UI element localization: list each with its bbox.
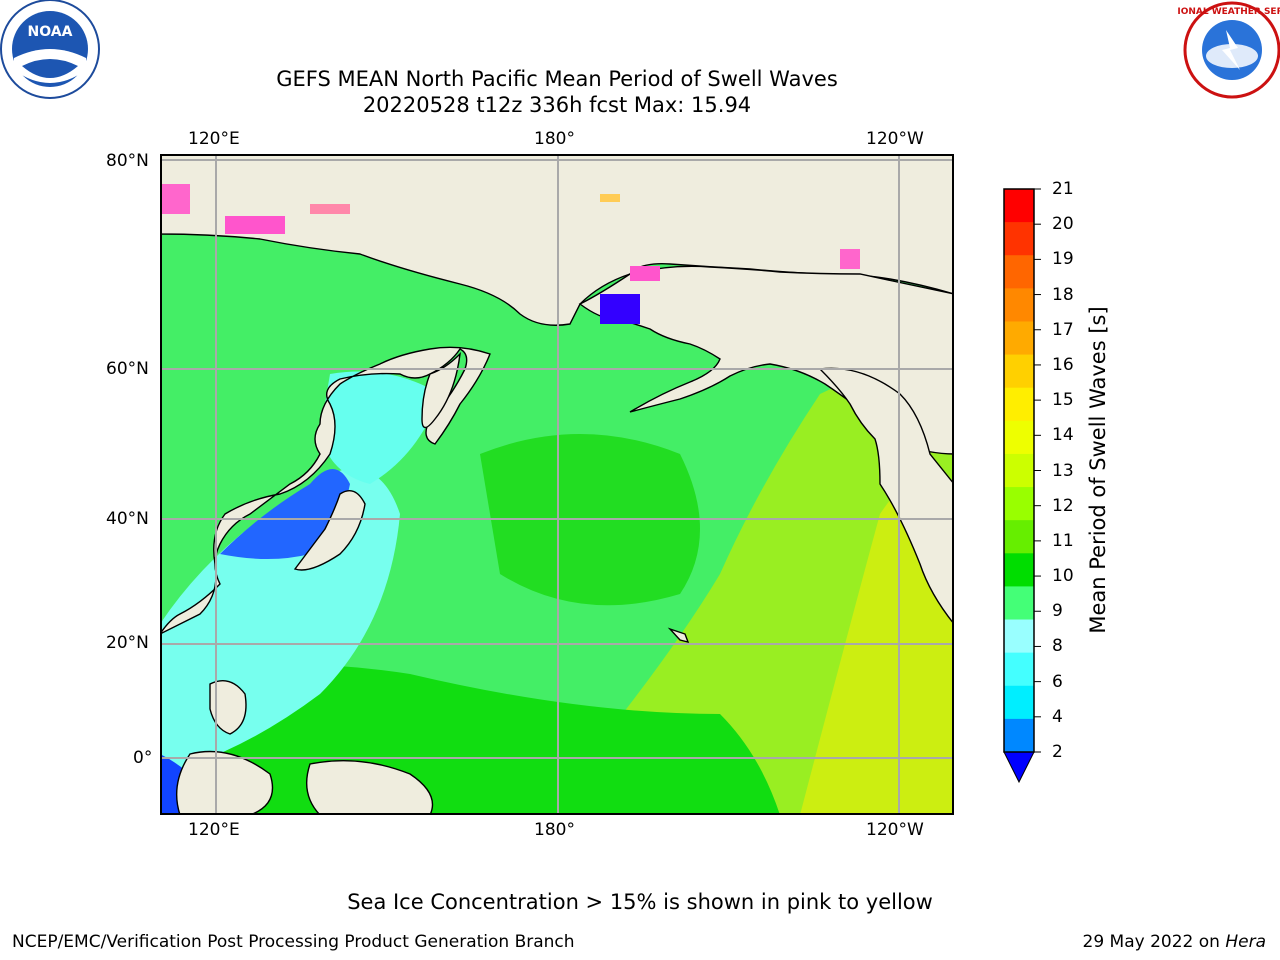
lon-label-bottom-120e: 120°E xyxy=(188,820,240,840)
land-borneo xyxy=(175,750,274,815)
lat-label-20n: 20°N xyxy=(106,633,149,653)
land-new-guinea xyxy=(306,759,434,815)
colorbar-swatch xyxy=(1004,520,1034,554)
colorbar-tick-label: 6 xyxy=(1052,671,1063,692)
colorbar-tick-label: 10 xyxy=(1052,566,1074,587)
land-asia xyxy=(160,234,491,636)
land-hawaii xyxy=(667,627,690,644)
colorbar-tick-label: 17 xyxy=(1052,319,1074,340)
colorbar-tick-marks xyxy=(1034,188,1041,753)
colorbar-swatch xyxy=(1004,685,1034,720)
nws-logo: NATIONAL WEATHER SERVICE xyxy=(1178,1,1280,99)
colorbar-swatch xyxy=(1004,354,1034,389)
lon-label-bottom-180: 180° xyxy=(534,820,575,840)
lat-label-60n: 60°N xyxy=(106,359,149,379)
colorbar-tick-label: 12 xyxy=(1052,495,1074,516)
colorbar-tick-label: 15 xyxy=(1052,390,1074,411)
footer-date: 29 May 2022 on Hera xyxy=(1083,932,1267,952)
colorbar-extend-triangle xyxy=(1003,751,1035,784)
sea-ice-patch xyxy=(225,216,285,234)
lon-label-bottom-120w: 120°W xyxy=(866,820,924,840)
colorbar-tick-label: 14 xyxy=(1052,425,1074,446)
footer-host: Hera xyxy=(1225,932,1266,952)
sea-ice-patch xyxy=(600,294,640,324)
colorbar-swatch xyxy=(1004,420,1034,455)
footer-branch: NCEP/EMC/Verification Post Processing Pr… xyxy=(12,932,575,952)
graticule xyxy=(160,154,954,815)
lon-label-top-120e: 120°E xyxy=(188,129,240,149)
colorbar-tick-label: 19 xyxy=(1052,249,1074,270)
colorbar-tick-label: 20 xyxy=(1052,214,1074,235)
field-blue-coast xyxy=(220,469,350,559)
noaa-logo-text: NOAA xyxy=(28,24,73,40)
colorbar-swatch xyxy=(1004,288,1034,322)
colorbar-tick-label: 21 xyxy=(1052,179,1074,199)
sea-ice-patch xyxy=(630,266,660,281)
colorbar-tick-label: 9 xyxy=(1052,601,1063,622)
colorbar-tick-label: 16 xyxy=(1052,354,1074,375)
colorbar-swatch xyxy=(1004,321,1034,356)
land-north-america xyxy=(818,367,954,815)
sea-ice-patch xyxy=(600,194,620,202)
footer-date-text: 29 May 2022 on xyxy=(1082,932,1226,952)
land-japan xyxy=(293,490,366,571)
colorbar-swatches xyxy=(1004,189,1034,753)
colorbar-swatch xyxy=(1004,718,1034,753)
land-kamchatka xyxy=(421,352,461,429)
map-frame xyxy=(160,154,954,815)
colorbar-tick-label: 8 xyxy=(1052,636,1063,657)
sea-ice-note: Sea Ice Concentration > 15% is shown in … xyxy=(347,890,933,914)
sea-ice-patch xyxy=(840,249,860,269)
colorbar-swatch xyxy=(1004,652,1034,687)
lon-label-top-120w: 120°W xyxy=(866,129,924,149)
chart-subtitle: 20220528 t12z 336h fcst Max: 15.94 xyxy=(362,93,752,117)
colorbar-swatch xyxy=(1004,255,1034,289)
colorbar-tick-label: 18 xyxy=(1052,284,1074,305)
colorbar-tick-label: 13 xyxy=(1052,460,1074,481)
colorbar-tick-label: 4 xyxy=(1052,706,1063,727)
sea-ice-patch xyxy=(160,184,190,214)
noaa-logo: NOAA xyxy=(0,0,100,99)
colorbar-swatch xyxy=(1004,387,1034,422)
colorbar-swatch xyxy=(1004,453,1034,488)
swell-period-map xyxy=(160,154,954,815)
nws-logo-text: NATIONAL WEATHER SERVICE xyxy=(1178,7,1280,17)
sea-ice xyxy=(160,184,860,324)
lat-label-80n: 80°N xyxy=(106,151,149,171)
lat-label-40n: 40°N xyxy=(106,509,149,529)
field-cyan-north xyxy=(320,371,440,484)
colorbar xyxy=(1003,188,1041,784)
colorbar-swatch xyxy=(1004,222,1034,256)
colorbar-swatch xyxy=(1004,619,1034,654)
lat-label-0: 0° xyxy=(133,748,153,768)
colorbar-swatch xyxy=(1004,189,1034,223)
colorbar-tick-label: 2 xyxy=(1052,742,1063,762)
colorbar-tick-label: 11 xyxy=(1052,530,1074,551)
colorbar-swatch xyxy=(1004,487,1034,521)
sea-ice-patch xyxy=(310,204,350,214)
colorbar-swatch xyxy=(1004,553,1034,587)
colorbar-swatch xyxy=(1004,586,1034,621)
colorbar-label: Mean Period of Swell Waves [s] xyxy=(1086,306,1110,634)
lon-label-top-180: 180° xyxy=(534,129,575,149)
chart-title: GEFS MEAN North Pacific Mean Period of S… xyxy=(276,67,838,91)
